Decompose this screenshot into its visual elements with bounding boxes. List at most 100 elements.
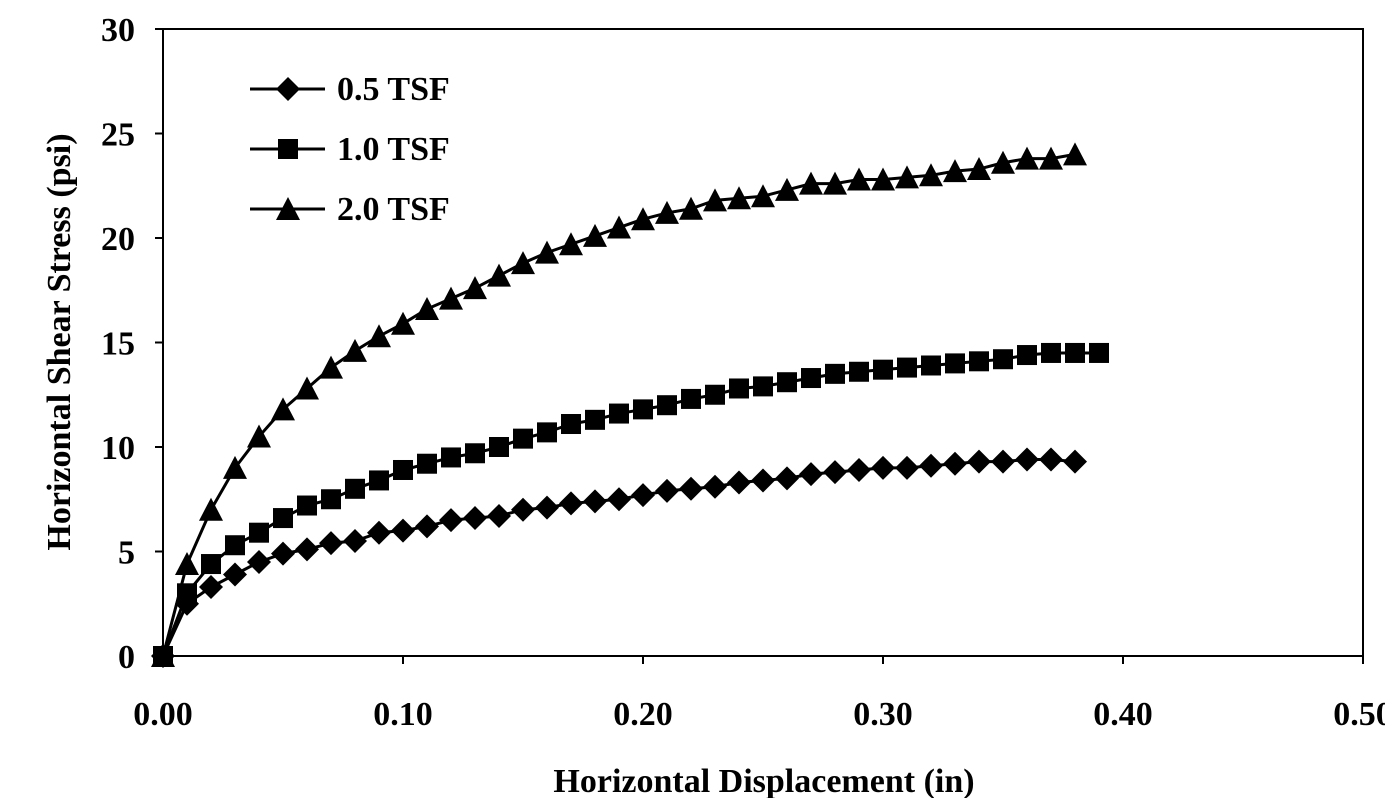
x-tick-label: 0.30 [853,696,913,733]
data-point [631,483,655,508]
data-point [943,159,967,183]
legend-item: 1.0 TSF [250,131,450,168]
plot-area [162,28,1364,657]
data-point [607,487,631,512]
data-point [223,455,247,479]
data-point [297,495,317,516]
data-point [487,263,511,287]
data-point [367,324,391,348]
data-point [319,531,343,556]
y-tick-label: 20 [101,221,135,258]
data-point [969,351,989,372]
data-point [825,363,845,384]
data-point [415,514,439,539]
data-point [705,384,725,405]
data-point [607,215,631,239]
y-tick-label: 15 [101,326,135,363]
x-tick-label: 0.20 [613,696,673,733]
data-point [703,474,727,499]
data-point [535,495,559,520]
data-point [727,186,751,210]
data-point [991,150,1015,174]
data-point [991,449,1015,474]
data-point [295,537,319,562]
legend-item: 2.0 TSF [250,191,450,228]
data-point [441,447,461,468]
data-point [271,397,295,421]
data-point [897,357,917,378]
data-point [295,376,319,400]
data-point [463,506,487,531]
data-point [439,286,463,310]
legend-label: 2.0 TSF [337,191,450,228]
data-point [319,355,343,379]
legend-marker [278,139,298,159]
data-point [415,297,439,321]
legend-marker [276,77,300,101]
data-point [777,372,797,393]
data-point [895,455,919,480]
data-point [201,554,221,575]
data-point [151,644,175,667]
data-point [561,414,581,435]
data-point [223,562,247,587]
data-point [729,378,749,399]
data-point [463,276,487,300]
data-point [751,184,775,208]
data-point [199,575,223,600]
legend-marker [276,197,300,220]
data-point [511,251,535,275]
series-0-5-tsf [151,447,1087,668]
data-point [1063,142,1087,166]
data-point [175,552,199,576]
data-point [847,167,871,191]
data-point [1089,342,1109,363]
data-point [559,491,583,516]
data-point [247,424,271,448]
data-point [391,518,415,543]
y-tick-label: 10 [101,430,135,467]
data-point [249,522,269,543]
data-point [225,535,245,556]
data-point [273,508,293,529]
data-point [345,478,365,499]
data-point [993,349,1013,370]
data-point [271,541,295,566]
data-point [679,196,703,220]
data-point [681,388,701,409]
data-point [679,476,703,501]
data-point [1039,447,1063,472]
data-point [823,460,847,485]
legend-label: 0.5 TSF [337,71,450,108]
data-point [465,443,485,464]
data-point [775,466,799,491]
x-tick-label: 0.00 [133,696,193,733]
data-point [199,497,223,521]
data-point [1017,345,1037,366]
data-point [849,361,869,382]
data-point [391,311,415,335]
data-point [513,428,533,449]
data-point [847,457,871,482]
data-point [489,437,509,457]
x-axis: 0.00 0.10 0.20 0.30 0.40 0.50 [133,656,1385,733]
data-point [321,489,341,510]
data-point [655,478,679,503]
data-point [943,451,967,476]
data-point [633,399,653,420]
data-point [583,223,607,247]
data-point [1039,146,1063,170]
series-line [161,351,1099,657]
x-tick-label: 0.50 [1333,696,1385,733]
data-point [487,503,511,528]
y-axis: 0 5 10 15 20 25 30 [101,12,163,676]
data-point [727,470,751,495]
data-point [919,453,943,478]
x-tick-label: 0.40 [1093,696,1153,733]
data-point [921,355,941,376]
data-point [1015,447,1039,472]
data-point [1063,449,1087,474]
data-point [751,468,775,493]
data-point [585,409,605,430]
